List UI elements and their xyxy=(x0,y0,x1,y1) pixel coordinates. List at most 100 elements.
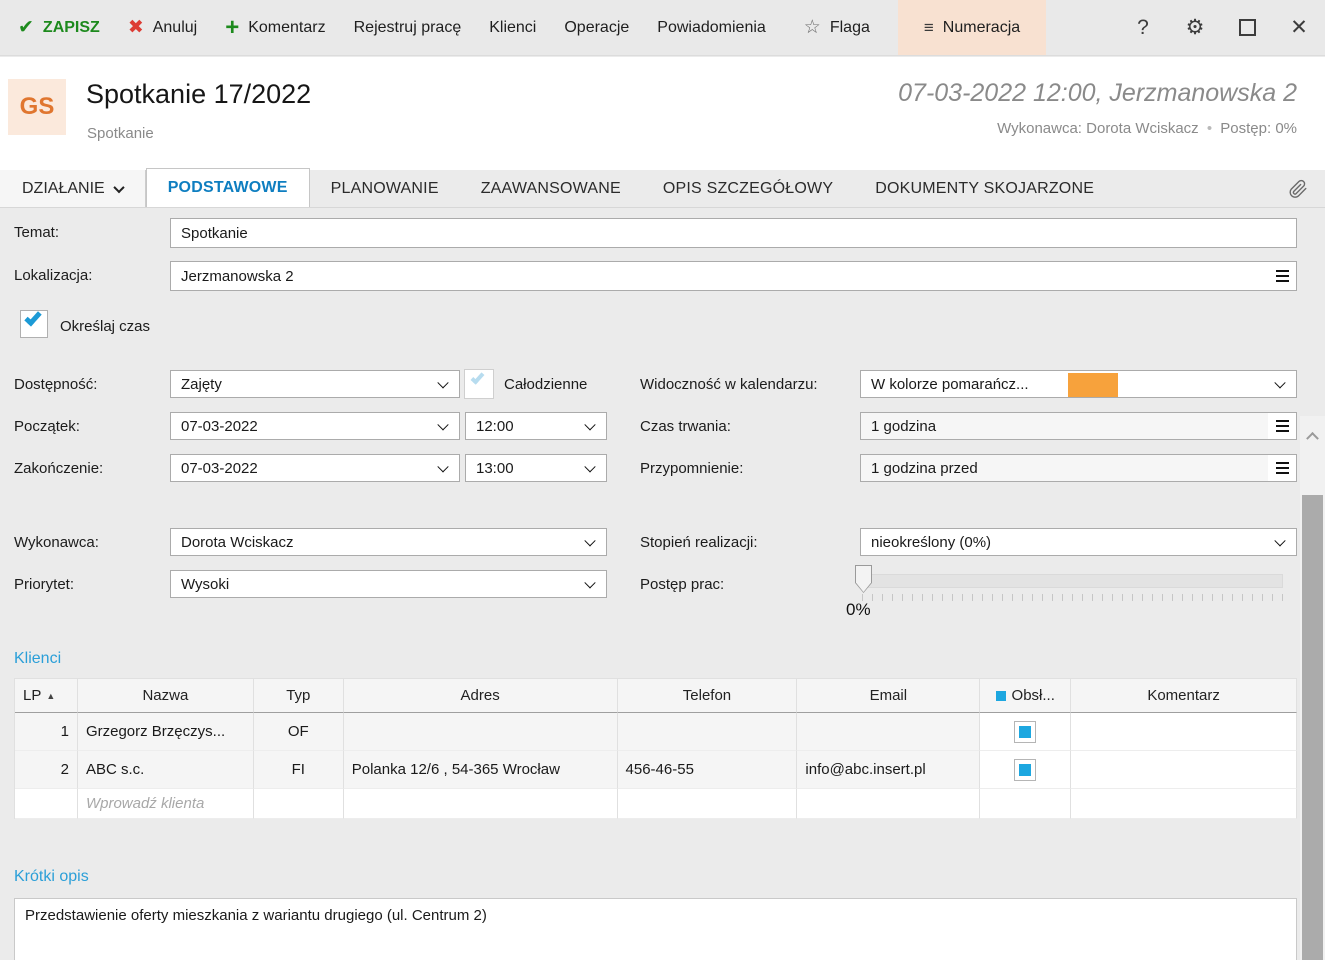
column-header-lp[interactable]: LP ▲ xyxy=(15,679,78,713)
operations-menu-button[interactable]: Operacje xyxy=(550,0,643,55)
cancel-button[interactable]: ✖ Anuluj xyxy=(114,0,211,55)
cell-telefon[interactable] xyxy=(617,713,798,751)
tab-planowanie[interactable]: PLANOWANIE xyxy=(330,179,439,197)
wykonawca-select[interactable]: Dorota Wciskacz xyxy=(170,528,607,556)
scrollbar-thumb[interactable] xyxy=(1302,495,1323,960)
tab-action-menu[interactable]: DZIAŁANIE xyxy=(0,170,146,207)
obsl-checkbox[interactable] xyxy=(1014,720,1037,743)
progress-slider-track[interactable] xyxy=(862,574,1283,588)
column-header-typ[interactable]: Typ xyxy=(253,679,344,713)
clients-menu-button[interactable]: Klienci xyxy=(475,0,550,55)
widocznosc-select[interactable]: W kolorze pomarańcz... xyxy=(860,370,1297,398)
maximize-button[interactable] xyxy=(1221,0,1273,55)
lokalizacja-input[interactable]: Jerzmanowska 2 xyxy=(170,261,1297,291)
paperclip-icon xyxy=(1289,179,1307,198)
poczatek-time-select[interactable]: 12:00 xyxy=(465,412,607,440)
menu-icon[interactable] xyxy=(1268,455,1296,481)
description-textarea[interactable]: Przedstawienie oferty mieszkania z waria… xyxy=(14,898,1297,960)
cell-typ[interactable]: OF xyxy=(253,713,344,751)
czas-trwania-input[interactable]: 1 godzina xyxy=(860,412,1297,440)
save-button[interactable]: ✔ ZAPISZ xyxy=(4,0,114,55)
add-comment-button[interactable]: + Komentarz xyxy=(211,0,339,55)
help-button[interactable]: ? xyxy=(1117,0,1169,55)
cell-email[interactable]: info@abc.insert.pl xyxy=(797,751,981,789)
przypomnienie-label: Przypomnienie: xyxy=(640,460,744,477)
tab-dokumenty-skojarzone[interactable]: DOKUMENTY SKOJARZONE xyxy=(875,179,1095,197)
progress-slider-thumb[interactable] xyxy=(855,565,872,593)
cell-lp[interactable]: 1 xyxy=(15,713,78,751)
chevron-down-icon xyxy=(1274,377,1286,389)
sort-asc-icon: ▲ xyxy=(46,690,56,701)
cell-nazwa[interactable]: Grzegorz Brzęczys... xyxy=(77,713,254,751)
save-button-label: ZAPISZ xyxy=(42,18,100,36)
column-header-nazwa[interactable]: Nazwa xyxy=(77,679,254,713)
cell-typ[interactable] xyxy=(253,789,344,819)
cell-lp[interactable]: 2 xyxy=(15,751,78,789)
page-subtitle: Spotkanie xyxy=(87,125,154,142)
cell-email[interactable] xyxy=(797,713,981,751)
numbering-button[interactable]: ≡ Numeracja xyxy=(897,0,1047,55)
cell-telefon[interactable]: 456-46-55 xyxy=(617,751,798,789)
column-header-adres[interactable]: Adres xyxy=(343,679,618,713)
stopien-realizacji-label: Stopień realizacji: xyxy=(640,534,758,551)
tab-opis-szczegolowy[interactable]: OPIS SZCZEGÓŁOWY xyxy=(662,179,834,197)
cell-komentarz[interactable] xyxy=(1071,713,1297,751)
cell-adres[interactable] xyxy=(343,789,618,819)
wykonawca-label: Wykonawca: xyxy=(14,534,99,551)
okreslaj-czas-label: Określaj czas xyxy=(60,318,151,335)
cell-lp[interactable] xyxy=(15,789,78,819)
cell-email[interactable] xyxy=(797,789,981,819)
okreslaj-czas-checkbox[interactable] xyxy=(20,308,48,338)
menu-icon[interactable] xyxy=(1268,413,1296,439)
new-client-input[interactable]: Wprowadź klienta xyxy=(77,789,254,819)
calodzienne-label: Całodzienne xyxy=(504,376,588,393)
tab-zaawansowane[interactable]: ZAAWANSOWANE xyxy=(480,179,621,197)
przypomnienie-input[interactable]: 1 godzina przed xyxy=(860,454,1297,482)
clients-table-header: LP ▲ Nazwa Typ Adres Telefon Email Obsł.… xyxy=(15,679,1297,713)
toolbar: ✔ ZAPISZ ✖ Anuluj + Komentarz Rejestruj … xyxy=(0,0,1325,56)
cell-obsl[interactable] xyxy=(980,789,1072,819)
chevron-down-icon xyxy=(584,577,596,589)
close-button[interactable]: ✕ xyxy=(1273,0,1325,55)
numbering-label: Numeracja xyxy=(942,18,1021,36)
cell-telefon[interactable] xyxy=(617,789,798,819)
table-row: 2 ABC s.c. FI Polanka 12/6 , 54-365 Wroc… xyxy=(15,751,1297,789)
calodzienne-checkbox[interactable] xyxy=(464,369,494,399)
header-datetime-location: 07-03-2022 12:00, Jerzmanowska 2 xyxy=(898,79,1297,107)
poczatek-date-select[interactable]: 07-03-2022 xyxy=(170,412,460,440)
cell-komentarz[interactable] xyxy=(1071,751,1297,789)
avatar: GS xyxy=(8,79,66,135)
star-icon: ☆ xyxy=(803,17,821,38)
temat-input[interactable]: Spotkanie xyxy=(170,218,1297,248)
register-work-button[interactable]: Rejestruj pracę xyxy=(340,0,476,55)
cell-komentarz[interactable] xyxy=(1071,789,1297,819)
column-header-email[interactable]: Email xyxy=(797,679,981,713)
chevron-down-icon xyxy=(113,181,125,193)
cell-adres[interactable] xyxy=(343,713,618,751)
notifications-menu-button[interactable]: Powiadomienia xyxy=(643,0,780,55)
column-header-komentarz[interactable]: Komentarz xyxy=(1071,679,1297,713)
lokalizacja-value: Jerzmanowska 2 xyxy=(181,267,294,285)
vertical-scrollbar[interactable] xyxy=(1300,416,1325,960)
settings-button[interactable]: ⚙ xyxy=(1169,0,1221,55)
obsl-checkbox[interactable] xyxy=(1014,758,1037,781)
x-icon: ✖ xyxy=(127,17,144,38)
tab-podstawowe[interactable]: PODSTAWOWE xyxy=(145,168,310,207)
menu-icon[interactable] xyxy=(1268,262,1296,290)
zakonczenie-time-select[interactable]: 13:00 xyxy=(465,454,607,482)
stopien-realizacji-value: nieokreślony (0%) xyxy=(871,533,992,551)
dostepnosc-select[interactable]: Zajęty xyxy=(170,370,460,398)
zakonczenie-date-select[interactable]: 07-03-2022 xyxy=(170,454,460,482)
cell-typ[interactable]: FI xyxy=(253,751,344,789)
attachments-button[interactable] xyxy=(1271,170,1325,207)
stopien-realizacji-select[interactable]: nieokreślony (0%) xyxy=(860,528,1297,556)
priorytet-select[interactable]: Wysoki xyxy=(170,570,607,598)
cell-adres[interactable]: Polanka 12/6 , 54-365 Wrocław xyxy=(343,751,618,789)
cell-obsl xyxy=(980,713,1072,751)
column-header-obsl[interactable]: Obsł... xyxy=(980,679,1072,713)
column-header-telefon[interactable]: Telefon xyxy=(617,679,798,713)
cell-nazwa[interactable]: ABC s.c. xyxy=(77,751,254,789)
flag-button[interactable]: ☆ Flaga xyxy=(790,0,884,55)
scroll-up-button[interactable] xyxy=(1300,424,1325,446)
maximize-icon xyxy=(1238,19,1256,36)
